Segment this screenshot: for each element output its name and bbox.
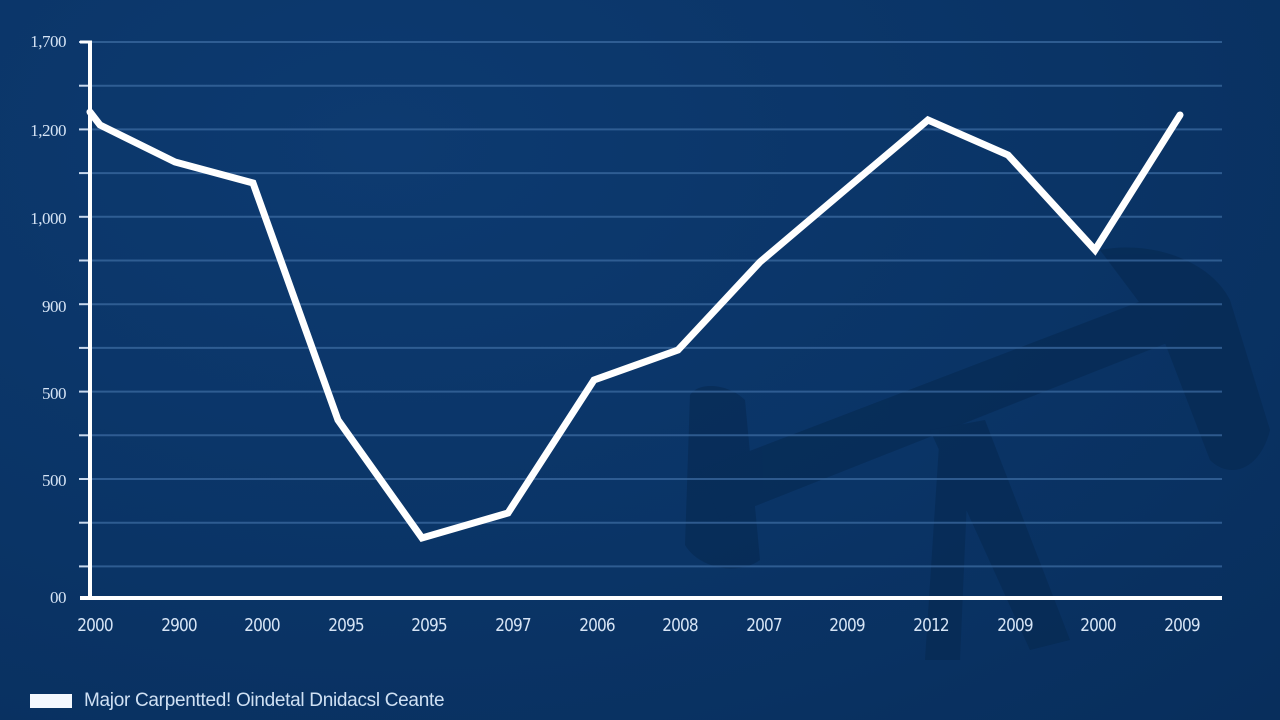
- x-axis-label: 2012: [913, 615, 949, 636]
- y-axis-label: 1,000: [30, 209, 66, 228]
- x-axis-label: 2000: [1080, 615, 1116, 636]
- y-axis-label: 500: [42, 471, 67, 490]
- x-axis-label: 2097: [495, 615, 531, 636]
- y-axis-label: 1,200: [30, 121, 66, 140]
- y-axis-label: 500: [42, 384, 67, 403]
- x-axis-label: 2008: [662, 615, 698, 636]
- x-axis-label: 2000: [244, 615, 280, 636]
- y-axis-label: 900: [42, 297, 67, 316]
- x-axis-label: 2006: [578, 615, 615, 636]
- data-series-line: [86, 108, 1184, 543]
- x-axis-label: 2009: [1164, 615, 1200, 636]
- y-axis-label: 1,700: [30, 32, 66, 51]
- legend: Major Carpentted! Oindetal Dnidacsl Cean…: [30, 690, 445, 712]
- x-axis-label: 2000: [77, 615, 113, 636]
- x-axis-label: 2900: [160, 615, 197, 636]
- legend-label: Major Carpentted! Oindetal Dnidacsl Cean…: [84, 690, 445, 711]
- y-axis-label: 00: [50, 588, 67, 607]
- x-axis-label: 2007: [746, 615, 782, 636]
- gridlines: [92, 41, 1222, 568]
- x-axis-label: 2095: [328, 615, 364, 636]
- legend-swatch: [30, 694, 72, 708]
- x-axis-label: 2009: [829, 615, 866, 636]
- x-axis-label: 2009: [996, 615, 1033, 636]
- x-axis-label: 2095: [411, 615, 448, 636]
